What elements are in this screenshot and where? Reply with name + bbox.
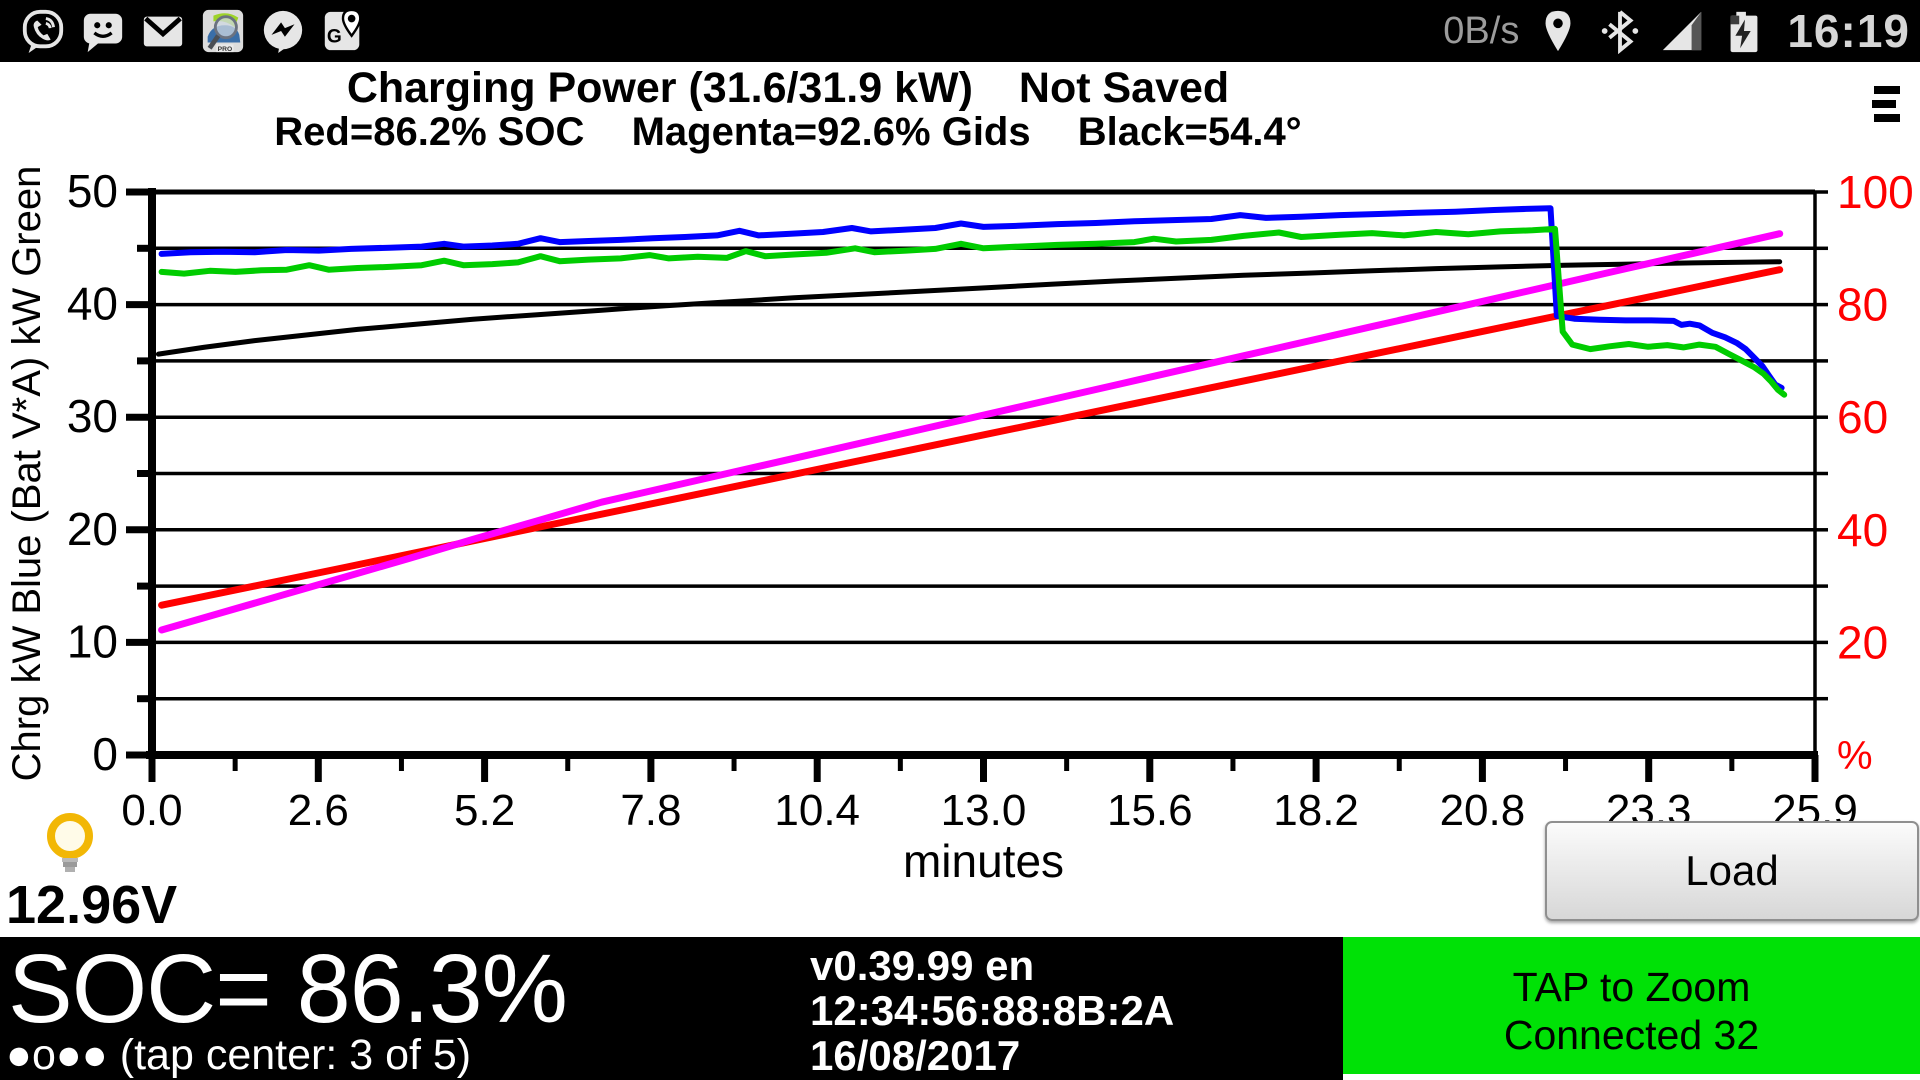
- tap-to-zoom-label: TAP to Zoom: [1512, 964, 1751, 1010]
- chart-title: Charging Power (31.6/31.9 kW): [346, 64, 973, 112]
- clock: 16:19: [1787, 5, 1910, 57]
- page-indicator: ●o●● (tap center: 3 of 5): [6, 1031, 472, 1079]
- series-soc-percent: [158, 266, 1784, 609]
- email-icon: [143, 16, 183, 47]
- chart-title-row: Charging Power (31.6/31.9 kW) Not Saved: [0, 64, 1576, 113]
- svg-text:2.6: 2.6: [288, 786, 349, 835]
- load-button[interactable]: Load: [1545, 821, 1919, 921]
- svg-text:Chrg kW Blue (Bat V*A) kW Gre: Chrg kW Blue (Bat V*A) kW Green: [5, 166, 49, 782]
- svg-text:10.4: 10.4: [774, 786, 860, 835]
- svg-text:minutes: minutes: [903, 835, 1064, 887]
- headlight-bulb-icon: [47, 813, 93, 872]
- svg-text:7.8: 7.8: [620, 786, 681, 835]
- network-speed: 0B/s: [1443, 9, 1520, 52]
- svg-text:40: 40: [1837, 504, 1888, 556]
- chart-legend-row: Red=86.2% SOC Magenta=92.6% Gids Black=5…: [0, 110, 1576, 155]
- app-version: v0.39.99 en: [810, 942, 1035, 989]
- system-status-icons: 0B/s 16:19: [1443, 4, 1920, 58]
- svg-text:10: 10: [67, 615, 118, 667]
- legend-temp: Black=54.4°: [1077, 110, 1302, 154]
- battery-charging-icon: [1730, 11, 1758, 53]
- soc-readout: SOC= 86.3%: [8, 934, 568, 1043]
- series-battery-power-kw: [158, 225, 1788, 398]
- connection-panel[interactable]: TAP to Zoom Connected 32: [1343, 937, 1920, 1074]
- location-icon: [1545, 10, 1571, 52]
- leafspy-app-icon: PRO: [202, 9, 244, 53]
- aux-battery-voltage: 12.96V: [6, 875, 178, 935]
- bluetooth-mac: 12:34:56:88:8B:2A: [810, 987, 1175, 1034]
- svg-text:20: 20: [67, 503, 118, 555]
- app-info-block: v0.39.99 en 12:34:56:88:8B:2A 16/08/2017: [810, 943, 1174, 1078]
- svg-text:5.2: 5.2: [454, 786, 515, 835]
- messenger-icon: [263, 10, 303, 54]
- log-date: 16/08/2017: [810, 1032, 1021, 1079]
- maps-icon: G: [324, 8, 362, 51]
- series-gids-percent: [158, 230, 1784, 634]
- legend-soc: Red=86.2% SOC: [274, 110, 585, 154]
- sms-icon: [83, 13, 123, 53]
- status-bar: PRO G 0B/s: [0, 0, 1920, 62]
- svg-text:30: 30: [67, 390, 118, 442]
- viber-icon: [22, 9, 64, 54]
- svg-text:0.0: 0.0: [121, 786, 182, 835]
- svg-text:18.2: 18.2: [1273, 786, 1359, 835]
- signal-icon: [1663, 11, 1702, 51]
- menu-icon[interactable]: [1872, 86, 1904, 130]
- bottom-status-bar[interactable]: SOC= 86.3% ●o●● (tap center: 3 of 5) v0.…: [0, 934, 1343, 1080]
- svg-text:%: %: [1837, 734, 1873, 778]
- legend-gids: Magenta=92.6% Gids: [631, 110, 1031, 154]
- svg-text:80: 80: [1837, 279, 1888, 331]
- connected-status: Connected 32: [1503, 1012, 1760, 1058]
- svg-text:13.0: 13.0: [941, 786, 1027, 835]
- svg-text:PRO: PRO: [218, 46, 233, 53]
- svg-text:15.6: 15.6: [1107, 786, 1193, 835]
- bluetooth-icon: [1602, 10, 1639, 54]
- svg-text:40: 40: [67, 278, 118, 330]
- svg-text:20: 20: [1837, 616, 1888, 668]
- series-battery-temp: [155, 259, 1783, 357]
- notification-icons: PRO G: [0, 8, 366, 54]
- svg-text:0: 0: [92, 728, 118, 780]
- svg-text:100: 100: [1837, 166, 1914, 218]
- svg-text:20.8: 20.8: [1440, 786, 1526, 835]
- svg-text:50: 50: [67, 165, 118, 217]
- series-charge-power-kw: [158, 205, 1785, 391]
- svg-text:60: 60: [1837, 391, 1888, 443]
- save-status: Not Saved: [1018, 64, 1230, 112]
- svg-text:G: G: [327, 27, 342, 48]
